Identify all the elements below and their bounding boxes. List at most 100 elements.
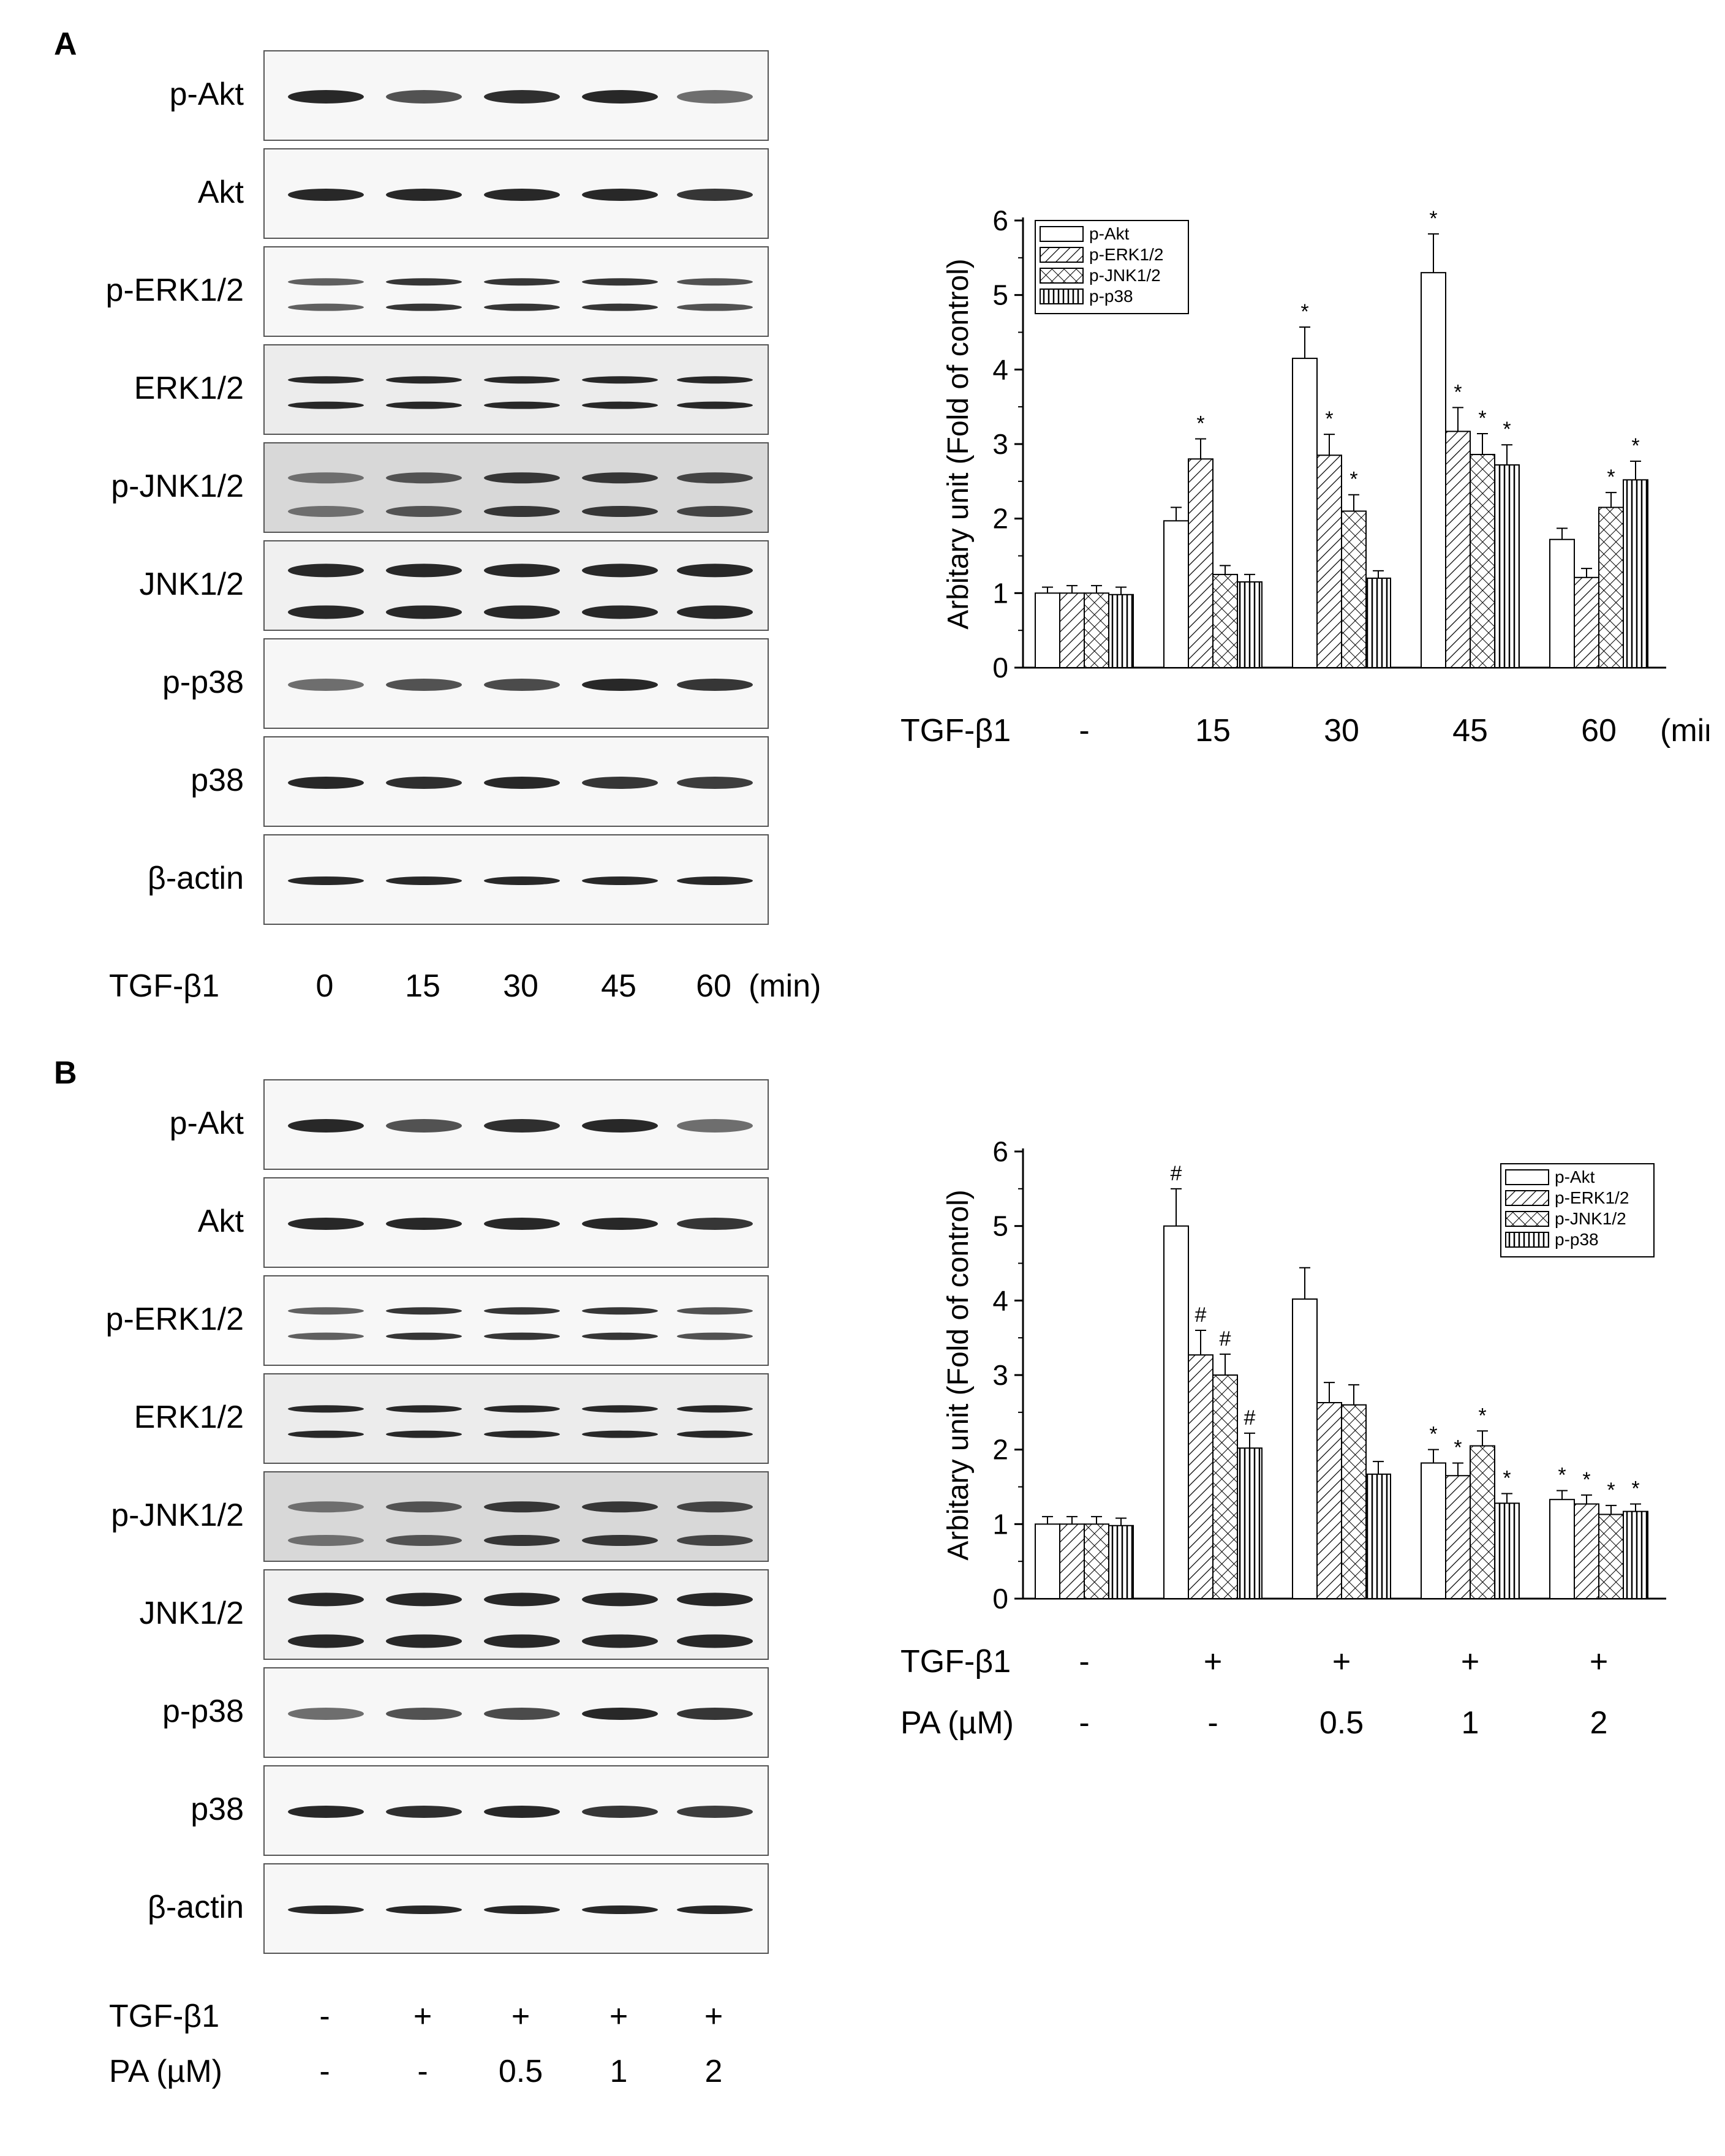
error-bar bbox=[1452, 407, 1463, 432]
blot-band bbox=[582, 1593, 658, 1607]
blot-band bbox=[484, 777, 560, 789]
blot-band bbox=[677, 1405, 753, 1413]
blot-band bbox=[677, 1905, 753, 1914]
x-row-label: TGF-β1 bbox=[900, 713, 1011, 748]
blot-band bbox=[288, 303, 364, 311]
legend-label: p-Akt bbox=[1089, 224, 1130, 243]
b-tgf-lane-label: - bbox=[319, 1999, 330, 2034]
x-tick-label: 45 bbox=[1452, 713, 1488, 748]
blot-band bbox=[386, 564, 462, 578]
b-blot-label: ERK1/2 bbox=[134, 1400, 244, 1435]
x-row-label: TGF-β1 bbox=[900, 1644, 1011, 1679]
blot-band bbox=[288, 1593, 364, 1607]
significance-mark: * bbox=[1478, 1404, 1486, 1427]
blot-band bbox=[582, 1218, 658, 1230]
b-tgf-lane-label: + bbox=[413, 1999, 432, 2034]
blot-band bbox=[677, 1593, 753, 1607]
a-blot-label: p-Akt bbox=[169, 77, 244, 112]
a-blot-strip bbox=[263, 50, 769, 141]
blot-band bbox=[484, 506, 560, 517]
blot-band bbox=[288, 1806, 364, 1818]
error-bar bbox=[1428, 233, 1439, 273]
error-bar bbox=[1348, 494, 1359, 511]
x-tick-label: 30 bbox=[1324, 713, 1359, 748]
b-blot-label: p-p38 bbox=[162, 1694, 244, 1729]
a-blot-strip bbox=[263, 638, 769, 729]
b-pa-lane-label: - bbox=[417, 2054, 428, 2089]
blot-band bbox=[582, 876, 658, 885]
y-tick-label: 1 bbox=[992, 577, 1008, 609]
blot-band bbox=[386, 278, 462, 286]
blot-band bbox=[386, 876, 462, 885]
legend-swatch bbox=[1040, 247, 1084, 263]
significance-mark: * bbox=[1454, 380, 1462, 404]
error-bar bbox=[1171, 1188, 1182, 1226]
blot-band bbox=[484, 1905, 560, 1914]
bar bbox=[1035, 1523, 1060, 1599]
blot-band bbox=[288, 564, 364, 578]
blot-band bbox=[386, 1501, 462, 1513]
x-unit-label: (min) bbox=[1660, 713, 1709, 748]
error-bar bbox=[1220, 1353, 1231, 1375]
blot-band bbox=[677, 401, 753, 409]
bar bbox=[1549, 1499, 1575, 1600]
blot-band bbox=[288, 1905, 364, 1914]
blot-bands bbox=[288, 1806, 753, 1818]
bar bbox=[1059, 592, 1085, 668]
blot-bands bbox=[288, 1501, 753, 1546]
blot-band bbox=[582, 1806, 658, 1818]
b-blot-strip bbox=[263, 1373, 769, 1464]
a-lane-label: 15 bbox=[405, 968, 440, 1004]
blot-band bbox=[288, 278, 364, 286]
blot-band bbox=[677, 1307, 753, 1315]
a-blot-label: p-p38 bbox=[162, 665, 244, 700]
y-tick-label: 5 bbox=[992, 279, 1008, 311]
b-blot-strip bbox=[263, 1569, 769, 1660]
a-lane-label: 30 bbox=[503, 968, 538, 1004]
blot-band bbox=[677, 1501, 753, 1513]
y-tick-label: 2 bbox=[992, 1434, 1008, 1466]
blot-band bbox=[288, 1307, 364, 1315]
blot-band bbox=[484, 303, 560, 311]
a-blot-label: Akt bbox=[197, 175, 244, 210]
error-bar bbox=[1557, 1490, 1568, 1500]
blot-band bbox=[288, 1218, 364, 1230]
error-bar bbox=[1348, 1384, 1359, 1405]
blot-band bbox=[484, 564, 560, 578]
error-bar bbox=[1324, 434, 1335, 456]
y-tick-label: 1 bbox=[992, 1508, 1008, 1540]
error-bar bbox=[1244, 1432, 1255, 1449]
blot-band bbox=[677, 1634, 753, 1648]
blot-bands bbox=[288, 876, 753, 885]
blot-band bbox=[677, 1218, 753, 1230]
error-bar bbox=[1042, 1516, 1053, 1525]
x-tick-label: - bbox=[1079, 1705, 1089, 1741]
error-bar bbox=[1299, 1267, 1310, 1299]
x-tick-label: + bbox=[1204, 1644, 1222, 1679]
error-bar bbox=[1244, 573, 1255, 582]
blot-band bbox=[484, 1405, 560, 1413]
blot-band bbox=[386, 1806, 462, 1818]
blot-band bbox=[484, 1119, 560, 1133]
y-axis-label: Arbitary unit (Fold of control) bbox=[942, 1189, 975, 1561]
blot-band bbox=[484, 1708, 560, 1720]
blot-bands bbox=[288, 1405, 753, 1438]
blot-band bbox=[288, 1634, 364, 1648]
x-tick-label: - bbox=[1079, 1644, 1089, 1679]
blot-bands bbox=[288, 1593, 753, 1648]
b-blot-label: p-Akt bbox=[169, 1106, 244, 1141]
bar bbox=[1623, 1510, 1648, 1600]
blot-band bbox=[288, 401, 364, 409]
blot-band bbox=[484, 1332, 560, 1340]
legend-swatch bbox=[1505, 1169, 1549, 1185]
a-blot-strip bbox=[263, 442, 769, 533]
blot-band bbox=[677, 278, 753, 286]
blot-band bbox=[484, 90, 560, 104]
error-bar bbox=[1428, 1449, 1439, 1463]
blot-band bbox=[677, 1708, 753, 1720]
error-bar bbox=[1195, 438, 1206, 459]
blot-band bbox=[484, 376, 560, 384]
blot-band bbox=[677, 679, 753, 691]
a-blot-label: ERK1/2 bbox=[134, 371, 244, 406]
x-tick-label: 2 bbox=[1590, 1705, 1608, 1741]
